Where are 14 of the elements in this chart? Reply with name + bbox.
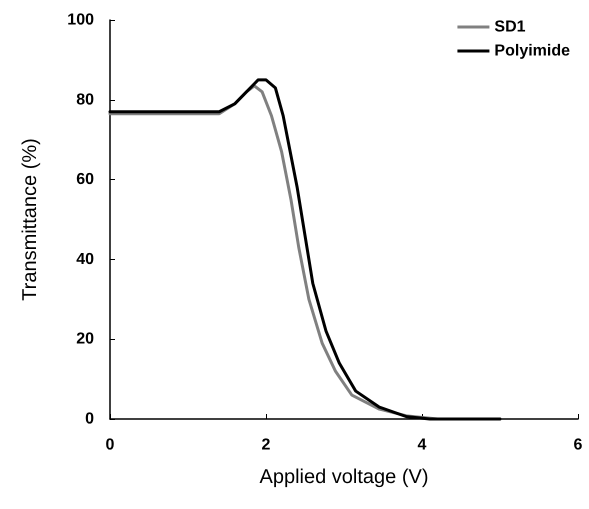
y-tick-label: 80 <box>76 91 94 108</box>
x-tick-label: 6 <box>574 436 583 454</box>
x-tick-label: 0 <box>106 436 115 454</box>
y-tick-label: 100 <box>67 12 94 28</box>
legend-label: SD1 <box>494 18 526 36</box>
y-tick-label: 20 <box>76 330 94 348</box>
legend-label: Polyimide <box>494 42 570 60</box>
y-tick-label: 0 <box>85 410 94 428</box>
y-tick-label: 60 <box>76 171 94 188</box>
x-axis-title: Applied voltage (V) <box>260 466 428 488</box>
x-tick-label: 2 <box>262 436 271 454</box>
y-axis-title: Transmittance (%) <box>19 138 41 301</box>
y-tick-label: 40 <box>76 250 94 268</box>
x-tick-label: 4 <box>418 436 427 454</box>
